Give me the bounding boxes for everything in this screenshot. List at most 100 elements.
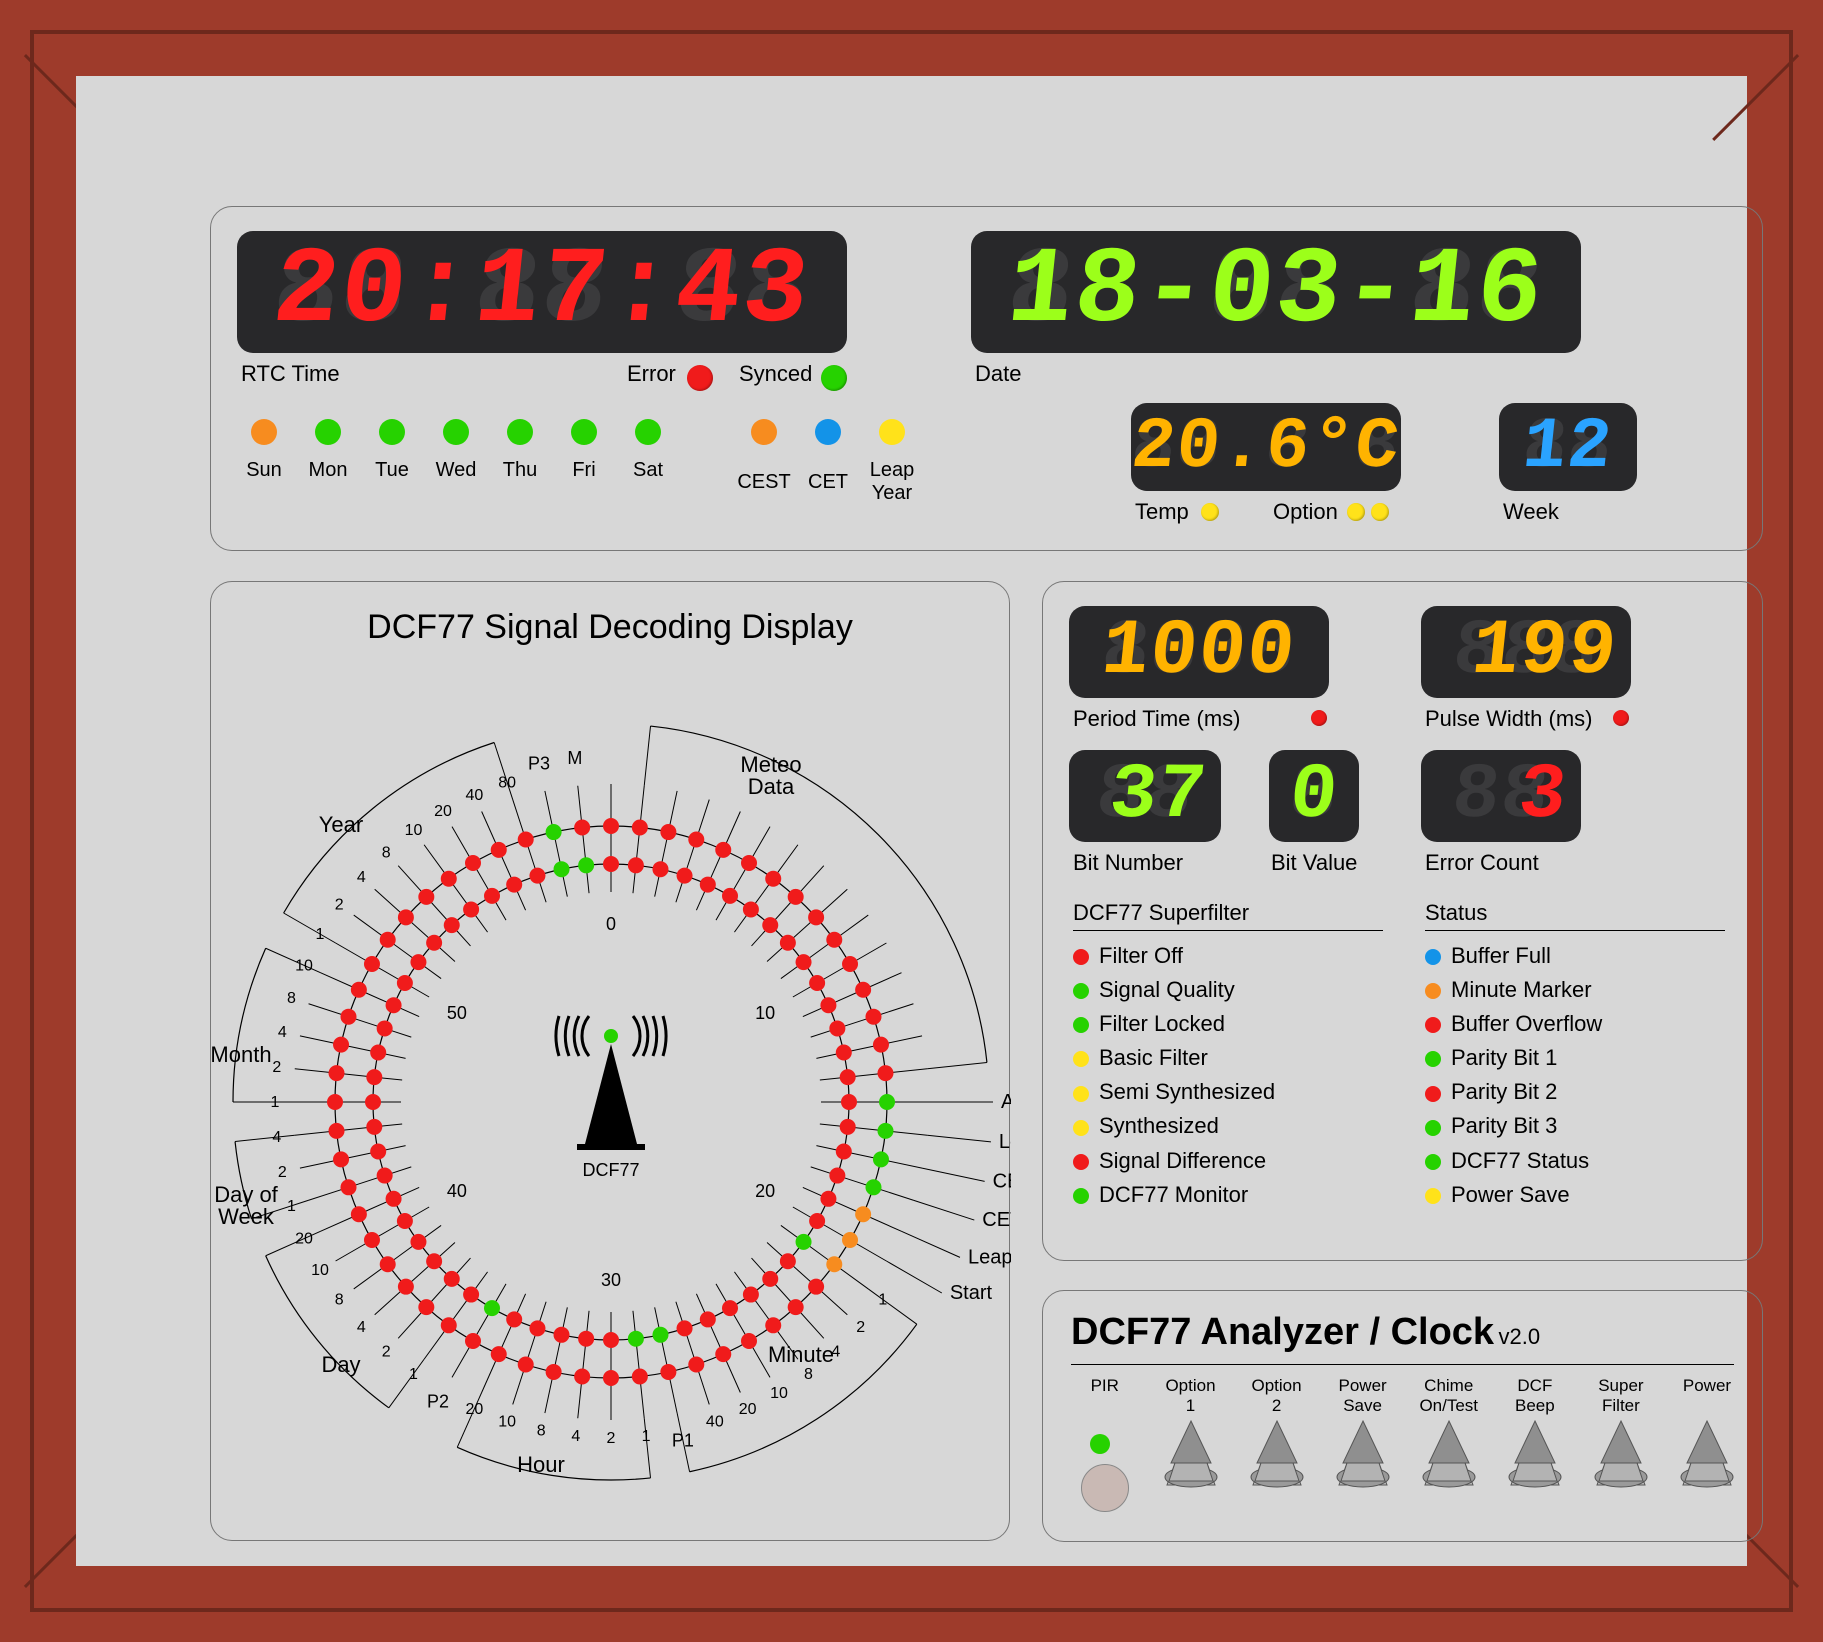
svg-text:Data: Data <box>748 774 795 799</box>
pir-button[interactable] <box>1081 1464 1129 1512</box>
toggle-switch[interactable] <box>1335 1419 1391 1491</box>
svg-text:P1: P1 <box>672 1430 694 1450</box>
svg-text:2: 2 <box>335 897 344 914</box>
day-label-thu: Thu <box>489 453 551 483</box>
svg-text:1: 1 <box>316 926 325 943</box>
day-label-mon: Mon <box>297 453 359 483</box>
legend-item: DCF77 Monitor <box>1073 1178 1383 1212</box>
pulse-width-led <box>1613 710 1629 726</box>
svg-text:2: 2 <box>607 1430 616 1447</box>
aux-led-label: LeapYear <box>861 453 923 506</box>
legend-item: Parity Bit 3 <box>1425 1109 1725 1143</box>
pulse-width-label: Pulse Width (ms) <box>1425 706 1592 732</box>
day-led-fri <box>571 419 597 445</box>
synced-led <box>821 365 847 391</box>
error-count-display: 88 3 <box>1421 750 1581 842</box>
date-display: 88-88-88 18-03-16 <box>971 231 1581 353</box>
dial-display: 01020304050MeteoDataMinuteHourDayDay ofW… <box>211 642 1011 1532</box>
controls-group: DCF77 Analyzer / Clock v2.0 PIROption1Op… <box>1042 1290 1763 1542</box>
legend-item: Buffer Overflow <box>1425 1007 1725 1041</box>
pulse-width-display: 888 199 <box>1421 606 1631 698</box>
svg-text:Antenna: Antenna <box>1001 1091 1011 1113</box>
bit-number-display: 88 37 <box>1069 750 1221 842</box>
svg-text:8: 8 <box>287 990 296 1007</box>
toggle-switch[interactable] <box>1421 1419 1477 1491</box>
svg-text:8: 8 <box>804 1366 813 1383</box>
synced-label: Synced <box>739 361 812 387</box>
error-led <box>687 365 713 391</box>
svg-text:2: 2 <box>272 1059 281 1076</box>
svg-text:0: 0 <box>606 914 616 934</box>
legend-item: Power Save <box>1425 1178 1725 1212</box>
svg-text:10: 10 <box>295 957 313 974</box>
day-led-mon <box>315 419 341 445</box>
svg-text:2: 2 <box>278 1164 287 1181</box>
svg-text:20: 20 <box>465 1401 483 1418</box>
svg-text:4: 4 <box>571 1428 580 1445</box>
svg-text:2: 2 <box>856 1319 865 1336</box>
svg-text:DCF77: DCF77 <box>582 1160 639 1180</box>
status-legend: Buffer FullMinute MarkerBuffer OverflowP… <box>1425 939 1725 1212</box>
day-led-sun <box>251 419 277 445</box>
day-label-sun: Sun <box>233 453 295 483</box>
toggle-switch[interactable] <box>1507 1419 1563 1491</box>
status-title: Status <box>1425 900 1725 931</box>
day-label-sat: Sat <box>617 453 679 483</box>
svg-text:Leap Hr: Leap Hr <box>999 1131 1011 1153</box>
tz-leds: CESTCETLeapYear <box>731 417 925 508</box>
error-count-label: Error Count <box>1425 850 1539 876</box>
legend-item: Signal Difference <box>1073 1144 1383 1178</box>
svg-text:8: 8 <box>335 1291 344 1308</box>
switch-label: PIR <box>1063 1375 1146 1416</box>
error-label: Error <box>627 361 676 387</box>
svg-text:4: 4 <box>357 869 366 886</box>
toggle-switch[interactable] <box>1163 1419 1219 1491</box>
temp-display: 88.8°8 20.6°C <box>1131 403 1401 491</box>
svg-text:80: 80 <box>498 774 516 791</box>
svg-text:10: 10 <box>311 1262 329 1279</box>
aux-led-label: CEST <box>733 453 795 506</box>
svg-text:10: 10 <box>755 1003 775 1023</box>
stats-group: 8888 1000 Period Time (ms) 888 199 Pulse… <box>1042 581 1763 1261</box>
svg-text:10: 10 <box>770 1385 788 1402</box>
bit-value-display: 8 0 <box>1269 750 1359 842</box>
svg-text:20: 20 <box>739 1401 757 1418</box>
svg-text:40: 40 <box>447 1181 467 1201</box>
switch-label: Power <box>1665 1375 1749 1416</box>
svg-text:8: 8 <box>382 844 391 861</box>
day-led-thu <box>507 419 533 445</box>
svg-text:8: 8 <box>537 1423 546 1440</box>
toggle-switch[interactable] <box>1679 1419 1735 1491</box>
svg-text:20: 20 <box>295 1231 313 1248</box>
day-label-tue: Tue <box>361 453 423 483</box>
svg-text:Start: Start <box>950 1282 993 1304</box>
svg-text:Minute: Minute <box>768 1342 834 1367</box>
svg-text:Leap Sec: Leap Sec <box>968 1246 1011 1268</box>
switch-label: SuperFilter <box>1579 1375 1663 1416</box>
svg-text:1: 1 <box>287 1198 296 1215</box>
aux-led <box>815 419 841 445</box>
rtc-time-display: 88:88:88 20:17:43 <box>237 231 847 353</box>
legend-item: Signal Quality <box>1073 973 1383 1007</box>
svg-text:P2: P2 <box>427 1392 449 1412</box>
switch-label: PowerSave <box>1321 1375 1405 1416</box>
date-label: Date <box>975 361 1021 387</box>
device-version: v2.0 <box>1499 1324 1541 1349</box>
day-label-wed: Wed <box>425 453 487 483</box>
legend-item: Minute Marker <box>1425 973 1725 1007</box>
svg-text:1: 1 <box>409 1366 418 1383</box>
svg-text:Day: Day <box>321 1352 360 1377</box>
svg-text:50: 50 <box>447 1003 467 1023</box>
bit-number-label: Bit Number <box>1073 850 1183 876</box>
option-label: Option <box>1273 499 1338 525</box>
period-time-led <box>1311 710 1327 726</box>
legend-item: Parity Bit 2 <box>1425 1075 1725 1109</box>
superfilter-title: DCF77 Superfilter <box>1073 900 1383 931</box>
svg-text:Week: Week <box>218 1204 275 1229</box>
svg-text:1: 1 <box>642 1428 651 1445</box>
svg-text:40: 40 <box>706 1414 724 1431</box>
svg-text:4: 4 <box>272 1129 281 1146</box>
toggle-switch[interactable] <box>1593 1419 1649 1491</box>
switch-label: ChimeOn/Test <box>1407 1375 1491 1416</box>
toggle-switch[interactable] <box>1249 1419 1305 1491</box>
